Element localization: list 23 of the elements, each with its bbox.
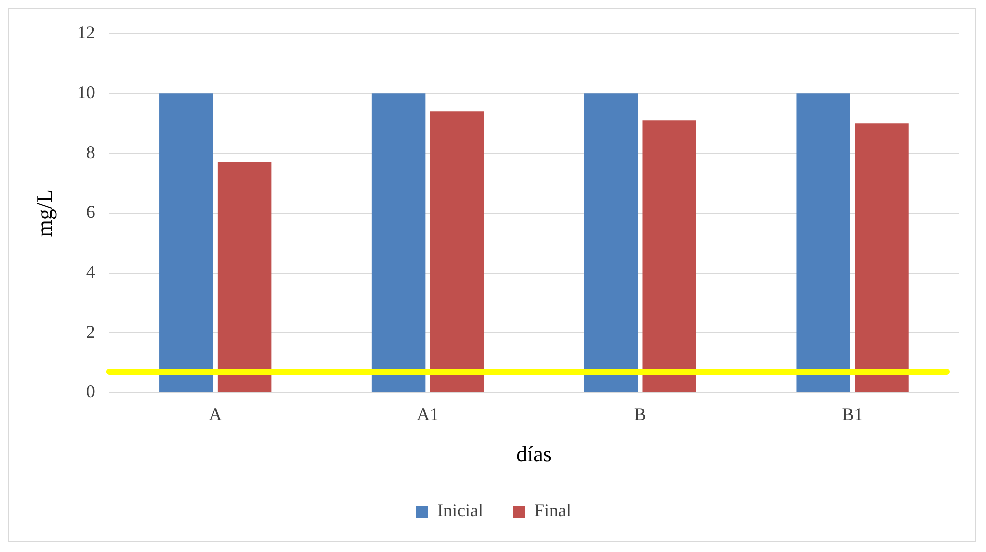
- y-tick-label: 10: [77, 82, 96, 102]
- bar: [584, 94, 638, 392]
- y-tick-label: 8: [86, 142, 96, 162]
- y-tick-label: 12: [77, 22, 96, 43]
- x-tick-label: A: [209, 404, 222, 425]
- y-tick-label: 6: [86, 202, 96, 222]
- bar: [642, 120, 696, 392]
- bar: [796, 94, 850, 392]
- y-tick-label: 2: [86, 322, 96, 342]
- bar: [430, 112, 484, 392]
- y-tick-label: 0: [86, 382, 96, 402]
- bar: [160, 94, 214, 392]
- bar: [855, 124, 909, 392]
- x-tick-label: B: [634, 404, 646, 425]
- legend-label: Inicial: [438, 500, 484, 521]
- x-axis-title: días: [516, 442, 552, 467]
- legend-label: Final: [534, 500, 572, 521]
- bar: [372, 94, 426, 392]
- x-tick-label: A1: [417, 404, 439, 425]
- y-axis-title: mg/L: [32, 190, 57, 238]
- bar: [218, 162, 272, 392]
- x-tick-label: B1: [842, 404, 864, 425]
- y-tick-label: 4: [86, 262, 96, 282]
